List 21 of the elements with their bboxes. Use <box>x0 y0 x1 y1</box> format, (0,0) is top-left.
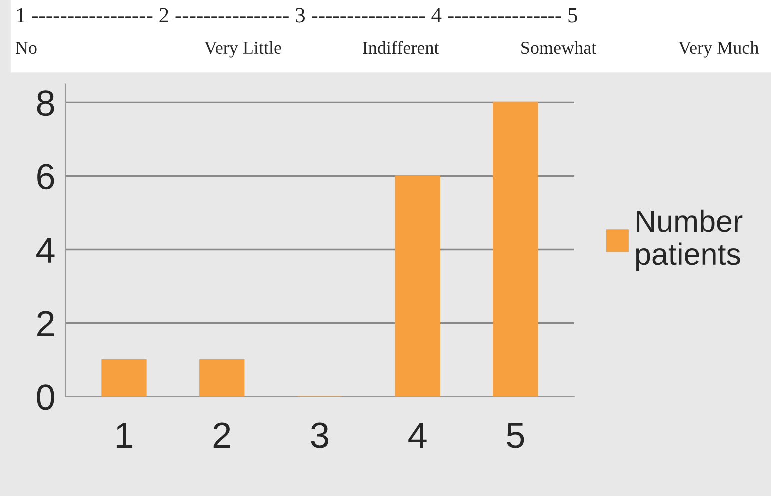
y-tick-label: 0 <box>37 384 54 410</box>
x-tick-label: 5 <box>507 423 524 448</box>
bar <box>102 359 147 397</box>
bar <box>200 359 245 397</box>
y-tick-label: 6 <box>38 164 54 190</box>
x-tick-label: 2 <box>214 422 230 448</box>
y-tick-label: 8 <box>37 90 54 116</box>
y-tick-label: 2 <box>38 311 54 336</box>
x-tick-label: 1 <box>116 423 133 448</box>
text: Somewhat <box>522 41 597 54</box>
legend-label: Number patients <box>636 210 743 272</box>
bar <box>395 176 440 397</box>
y-tick-label: 4 <box>36 238 55 263</box>
text: Very Much <box>678 41 759 58</box>
x-tick-label: 3 <box>311 422 328 448</box>
text: Indifferent <box>363 41 440 54</box>
chart-title: 1 ----------------- 2 ---------------- 3 ---------------- 4 ---------------- 5 <box>17 8 578 23</box>
text: Very Little <box>204 41 282 58</box>
text: No <box>16 42 37 54</box>
bar <box>493 102 538 397</box>
x-tick-label: 4 <box>408 423 427 448</box>
